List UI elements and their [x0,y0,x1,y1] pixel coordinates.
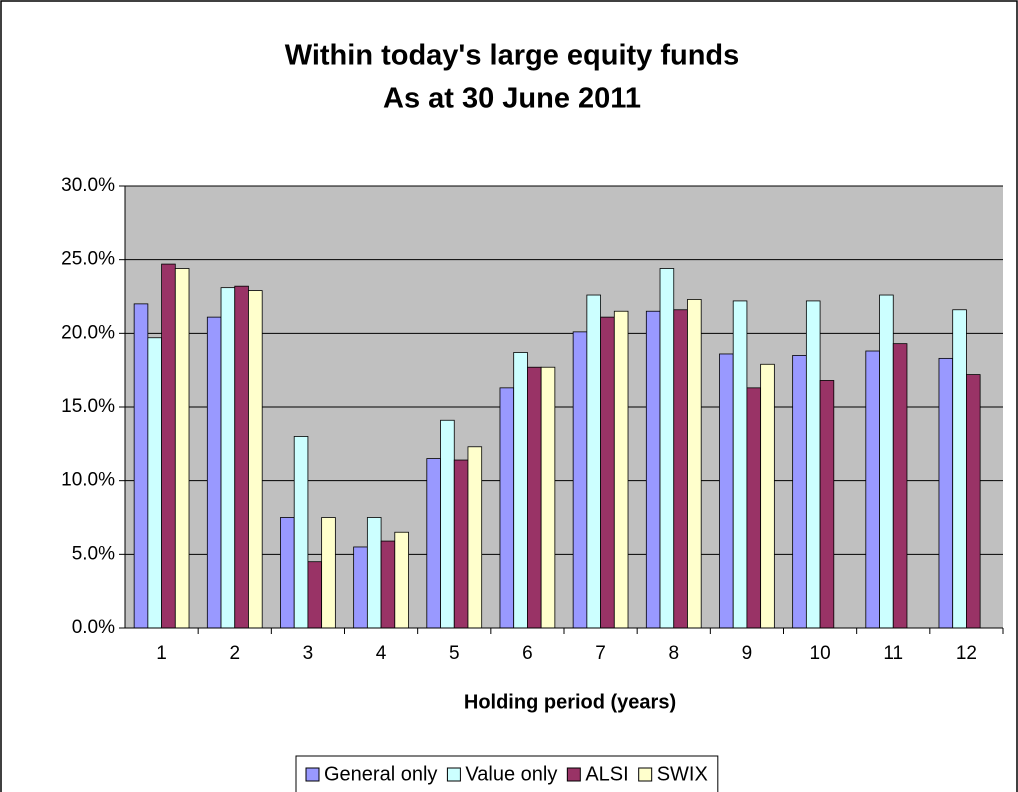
bar [321,517,336,629]
legend-swatch [566,767,581,782]
bar [805,300,821,629]
bar [440,419,455,629]
bar [952,309,967,629]
bar [293,436,309,629]
bar [732,300,748,629]
y-tick-label: 0.0% [72,617,115,638]
bar [938,357,954,629]
x-tick-label: 5 [449,643,460,664]
legend-swatch [638,767,653,782]
bar [659,268,675,629]
x-tick-label: 10 [810,643,831,664]
bar [572,331,588,629]
bar [248,290,263,629]
bar [133,303,149,629]
legend-label: SWIX [657,763,708,785]
x-tick-label: 6 [522,643,533,664]
x-tick-label: 7 [595,643,606,664]
bar [719,353,734,629]
chart-subtitle: As at 30 June 2011 [383,83,641,115]
x-tick-label: 3 [303,643,314,664]
chart-title: Within today's large equity funds [285,40,740,72]
bar [540,366,556,629]
bar [513,352,528,629]
bar [426,458,441,629]
x-axis-label: Holding period (years) [464,691,676,713]
bar [206,316,222,629]
legend-label: ALSI [585,763,628,785]
bar [966,374,981,629]
x-tick-label: 8 [668,643,679,664]
y-tick-label: 10.0% [61,470,115,491]
bar [879,294,894,629]
bar [792,355,807,629]
bar [673,309,688,629]
y-tick-label: 20.0% [61,322,115,343]
bar [147,337,162,629]
bar [307,561,323,629]
legend-label: Value only [465,763,557,785]
bar [174,268,190,629]
bar [819,380,835,629]
x-tick-label: 4 [376,643,387,664]
bar [366,517,382,629]
bar [353,546,368,629]
bar [746,387,762,629]
bar [527,366,542,629]
x-tick-label: 2 [229,643,240,664]
bar [600,316,615,629]
bar [499,387,515,629]
y-tick-label: 25.0% [61,249,115,270]
bar [234,285,249,629]
y-tick-label: 5.0% [72,543,115,564]
legend-label: General only [324,763,437,785]
x-tick-label: 12 [956,643,977,664]
bar [380,540,396,629]
legend-swatch [446,767,461,782]
y-tick-label: 15.0% [61,396,115,417]
bar [760,363,775,629]
bar [453,459,469,629]
bar [280,517,295,629]
x-tick-label: 11 [883,643,903,664]
bar [220,287,236,629]
bar [865,350,880,629]
x-tick-label: 9 [742,643,753,664]
bar [586,294,601,629]
bar [892,343,908,629]
bar [161,263,176,629]
bar [687,299,702,629]
y-tick-label: 30.0% [61,175,115,196]
bar [467,446,483,629]
x-tick-label: 1 [156,643,167,664]
bar [613,310,629,629]
bar [394,531,409,629]
bar [645,310,661,629]
legend-swatch [305,767,320,782]
